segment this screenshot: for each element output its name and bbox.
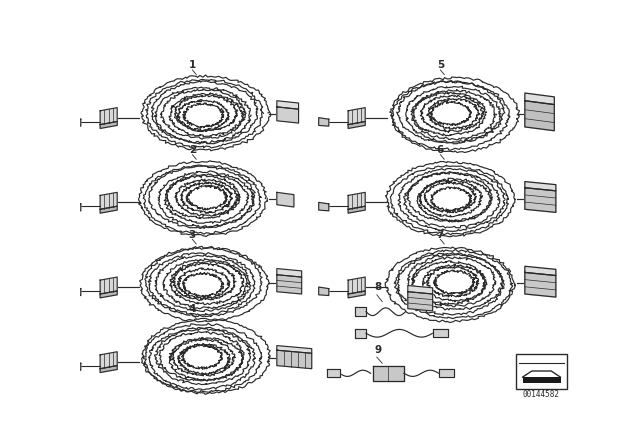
Polygon shape <box>100 352 117 369</box>
Polygon shape <box>525 272 556 297</box>
Text: 2: 2 <box>189 145 196 155</box>
Text: 8: 8 <box>374 282 381 292</box>
Polygon shape <box>277 192 294 207</box>
Polygon shape <box>100 291 117 298</box>
Bar <box>522 377 561 383</box>
Polygon shape <box>348 121 365 129</box>
Polygon shape <box>433 329 448 337</box>
Polygon shape <box>277 275 301 294</box>
Polygon shape <box>277 101 298 109</box>
Polygon shape <box>348 108 365 125</box>
Polygon shape <box>70 362 81 370</box>
Polygon shape <box>327 370 340 377</box>
Polygon shape <box>439 370 454 377</box>
Polygon shape <box>319 202 329 211</box>
Polygon shape <box>348 192 365 209</box>
Text: 00144582: 00144582 <box>523 390 559 399</box>
Polygon shape <box>525 266 556 276</box>
Polygon shape <box>319 287 329 296</box>
Polygon shape <box>277 269 301 277</box>
Polygon shape <box>100 277 117 294</box>
Polygon shape <box>348 291 365 298</box>
Polygon shape <box>525 93 554 104</box>
Text: 7: 7 <box>436 230 444 240</box>
Bar <box>516 354 566 389</box>
Polygon shape <box>100 192 117 209</box>
Polygon shape <box>277 350 312 369</box>
Text: 1: 1 <box>189 60 196 70</box>
Polygon shape <box>100 206 117 213</box>
Polygon shape <box>70 287 81 296</box>
Polygon shape <box>408 292 433 311</box>
Polygon shape <box>525 101 554 131</box>
Polygon shape <box>100 366 117 373</box>
Polygon shape <box>525 188 556 212</box>
Text: 5: 5 <box>436 60 444 70</box>
Text: 9: 9 <box>374 345 381 354</box>
Polygon shape <box>348 206 365 213</box>
Polygon shape <box>277 107 298 123</box>
Polygon shape <box>70 202 81 211</box>
Polygon shape <box>355 329 366 338</box>
Polygon shape <box>319 118 329 126</box>
Text: 4: 4 <box>189 304 196 314</box>
Polygon shape <box>70 118 81 126</box>
Polygon shape <box>100 121 117 129</box>
Polygon shape <box>348 277 365 294</box>
Polygon shape <box>408 285 433 294</box>
Polygon shape <box>355 307 366 316</box>
Polygon shape <box>277 345 312 353</box>
Text: 3: 3 <box>189 230 196 240</box>
Text: 6: 6 <box>436 145 444 155</box>
Polygon shape <box>373 366 404 381</box>
Polygon shape <box>100 108 117 125</box>
Polygon shape <box>525 181 556 191</box>
